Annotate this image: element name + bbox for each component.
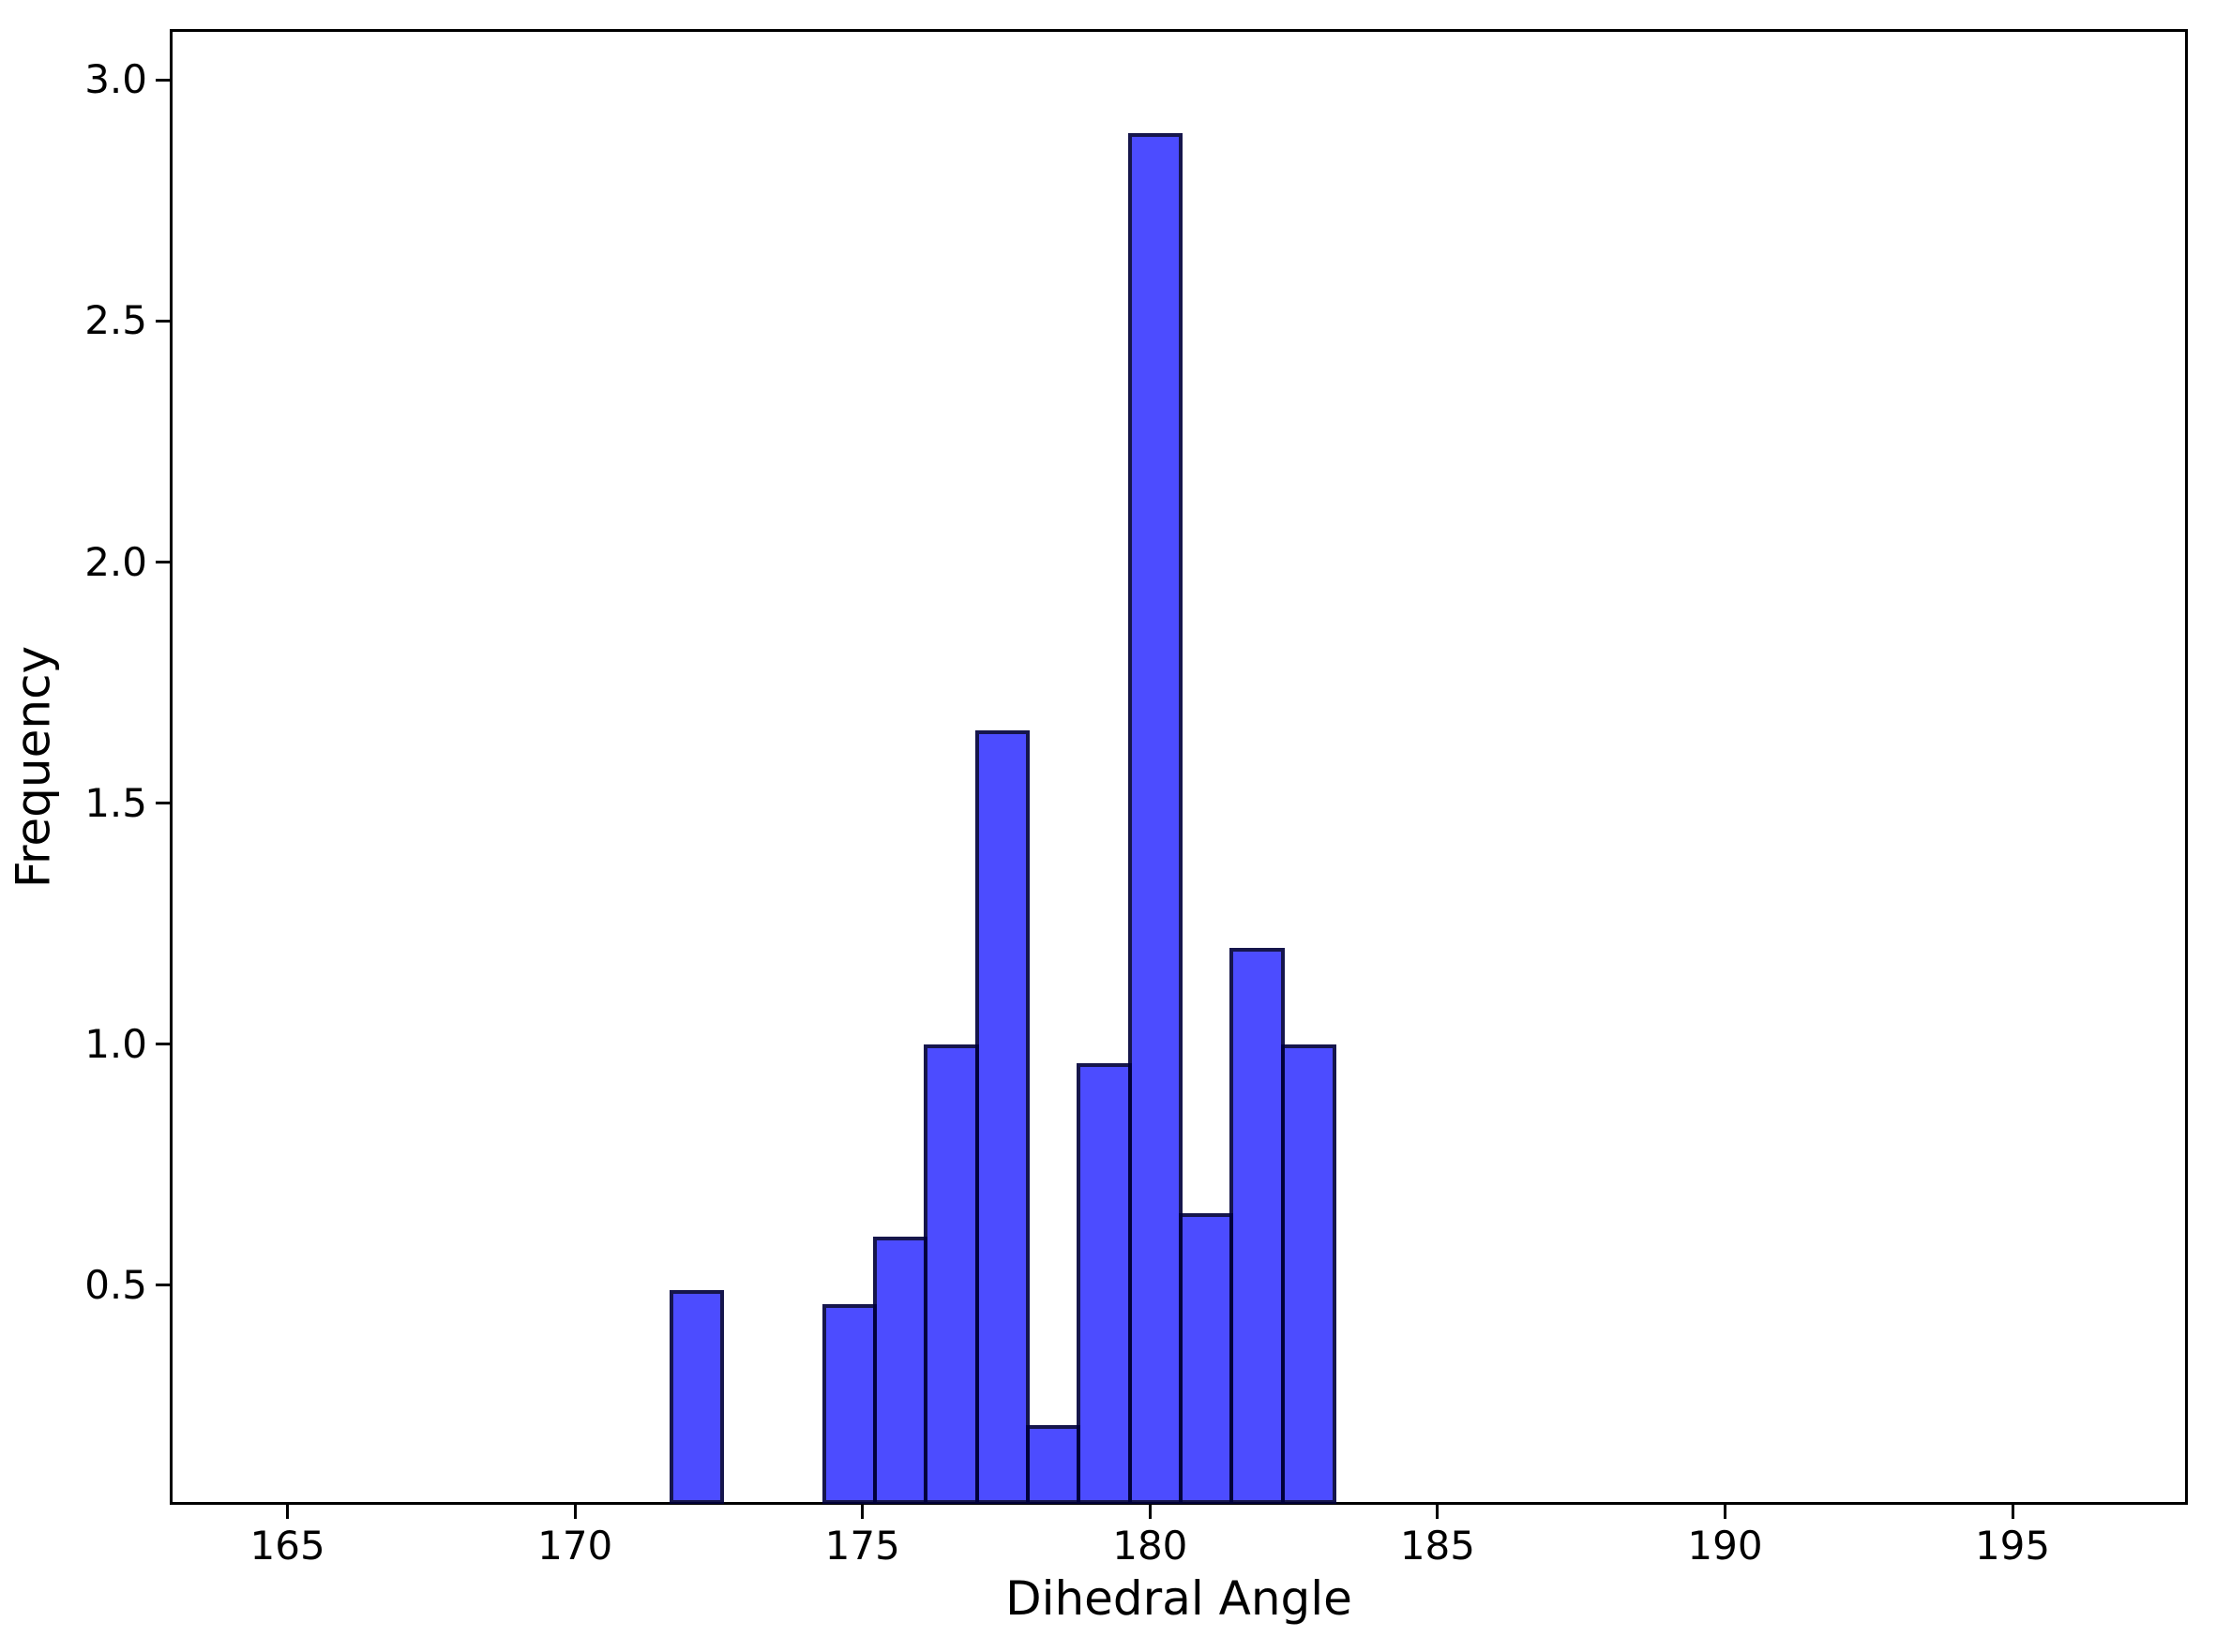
y-axis-tick-label: 1.5 <box>84 779 147 826</box>
x-axis-tick <box>286 1505 290 1519</box>
histogram-bar <box>669 1289 725 1504</box>
y-axis-tick <box>156 1284 170 1287</box>
histogram-bar <box>1127 132 1183 1504</box>
histogram-bar <box>1229 947 1285 1504</box>
x-axis-tick <box>861 1505 865 1519</box>
x-axis-tick <box>1436 1505 1440 1519</box>
x-axis-tick-label: 175 <box>824 1523 900 1569</box>
x-axis-tick <box>1148 1505 1152 1519</box>
x-axis-tick <box>2011 1505 2014 1519</box>
histogram-bar <box>1179 1212 1234 1504</box>
y-axis-tick <box>156 78 170 82</box>
y-axis-title: Frequency <box>6 645 61 889</box>
x-axis-tick-label: 180 <box>1112 1523 1188 1569</box>
y-axis-tick-label: 2.0 <box>84 538 147 585</box>
x-axis-tick <box>1723 1505 1726 1519</box>
x-axis-tick-label: 190 <box>1687 1523 1763 1569</box>
plot-area: 165 170 175 180 185 190 195 0.5 1.0 1.5 2.0 2.5 3.0 <box>84 29 2188 1568</box>
y-axis-tick-label: 3.0 <box>84 56 147 103</box>
x-axis-tick-label: 165 <box>249 1523 325 1569</box>
x-axis-tick-label: 185 <box>1399 1523 1475 1569</box>
x-axis-title: Dihedral Angle <box>1005 1571 1352 1626</box>
y-axis-tick <box>156 1043 170 1046</box>
histogram-bar <box>1026 1424 1081 1504</box>
x-axis-tick <box>573 1505 577 1519</box>
histogram-bar <box>974 730 1031 1504</box>
y-axis-tick-label: 2.5 <box>84 297 147 344</box>
histogram-bar <box>1077 1063 1132 1504</box>
histogram-bar <box>822 1304 878 1504</box>
y-axis-tick <box>156 319 170 323</box>
y-axis-tick <box>156 802 170 805</box>
y-axis-tick-label: 0.5 <box>84 1261 147 1308</box>
histogram-bar <box>873 1237 928 1504</box>
y-axis-tick-label: 1.0 <box>84 1020 147 1067</box>
histogram-bar <box>924 1044 979 1504</box>
x-axis-tick-label: 170 <box>537 1523 613 1569</box>
y-axis-tick <box>156 561 170 563</box>
histogram-bar <box>1280 1044 1336 1504</box>
x-axis-tick-label: 195 <box>1974 1523 2051 1569</box>
